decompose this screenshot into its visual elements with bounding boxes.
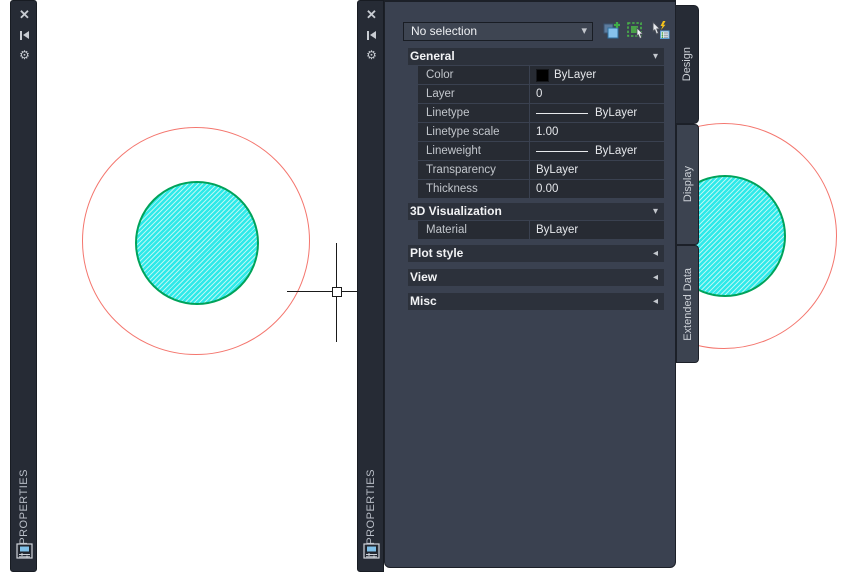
select-objects-icon[interactable] [625,19,646,41]
chevron-collapsed-icon[interactable]: ◂ [652,248,658,259]
chevron-collapsed-icon[interactable]: ◂ [652,272,658,283]
crosshair-pickbox [332,287,342,297]
section-label: 3D Visualization [410,204,502,218]
gear-icon[interactable]: ⚙ [366,48,377,62]
toggle-pickadd-icon[interactable] [601,19,622,41]
general-rows: Color ByLayer Layer 0 Linetype ByLayer L… [418,66,664,198]
crosshair-cursor-horizontal [287,291,359,292]
section-header-misc[interactable]: Misc ◂ [408,293,664,310]
properties-palette: No selection ▾ [384,0,676,568]
section-label: Plot style [410,246,464,260]
lineweight-sample [536,150,588,152]
palette-toolbar: No selection ▾ [385,2,675,48]
gear-icon[interactable]: ⚙ [19,48,30,62]
palette-grip-icon [16,543,33,565]
tab-design[interactable]: Design [676,5,699,124]
section-header-view[interactable]: View ◂ [408,269,664,286]
quick-select-icon[interactable] [649,19,670,41]
section-header-general[interactable]: General ▾ [408,48,664,65]
chevron-down-icon: ▾ [581,25,587,37]
property-row-material[interactable]: Material ByLayer [418,221,664,239]
left-titlebar-label: PROPERTIES [18,469,30,545]
chevron-collapsed-icon[interactable]: ◂ [652,296,658,307]
section-header-plot-style[interactable]: Plot style ◂ [408,245,664,262]
tab-extended-data[interactable]: Extended Data [676,245,699,363]
selection-dropdown-value: No selection [411,24,478,38]
property-row-color[interactable]: Color ByLayer [418,66,664,84]
chevron-down-icon[interactable]: ▾ [652,51,658,62]
selection-dropdown[interactable]: No selection ▾ [403,22,593,41]
close-icon[interactable]: ✕ [19,7,30,22]
property-row-layer[interactable]: Layer 0 [418,85,664,103]
left-properties-titlebar: ✕ ⚙ PROPERTIES [10,0,37,572]
section-header-3d-visualization[interactable]: 3D Visualization ▾ [408,203,664,220]
chevron-down-icon[interactable]: ▾ [652,206,658,217]
property-row-linetype[interactable]: Linetype ByLayer [418,104,664,122]
palette-grip-icon [363,543,380,565]
property-row-transparency[interactable]: Transparency ByLayer [418,161,664,179]
3d-visualization-rows: Material ByLayer [418,221,664,239]
linetype-sample [536,112,588,114]
property-row-lineweight[interactable]: Lineweight ByLayer [418,142,664,160]
section-label: Misc [410,294,437,308]
properties-palette-titlebar: ✕ ⚙ PROPERTIES [357,0,384,572]
property-row-thickness[interactable]: Thickness 0.00 [418,180,664,198]
drawing-outer-circle-left[interactable] [82,127,310,355]
close-icon[interactable]: ✕ [366,7,377,22]
color-swatch [536,68,549,82]
property-row-linetype-scale[interactable]: Linetype scale 1.00 [418,123,664,141]
section-label: View [410,270,438,284]
section-label: General [410,49,455,63]
drawing-hatched-circle-left[interactable] [135,181,259,305]
tab-display[interactable]: Display [676,124,699,245]
auto-hide-pin-icon[interactable] [358,25,385,45]
auto-hide-pin-icon[interactable] [11,25,38,45]
